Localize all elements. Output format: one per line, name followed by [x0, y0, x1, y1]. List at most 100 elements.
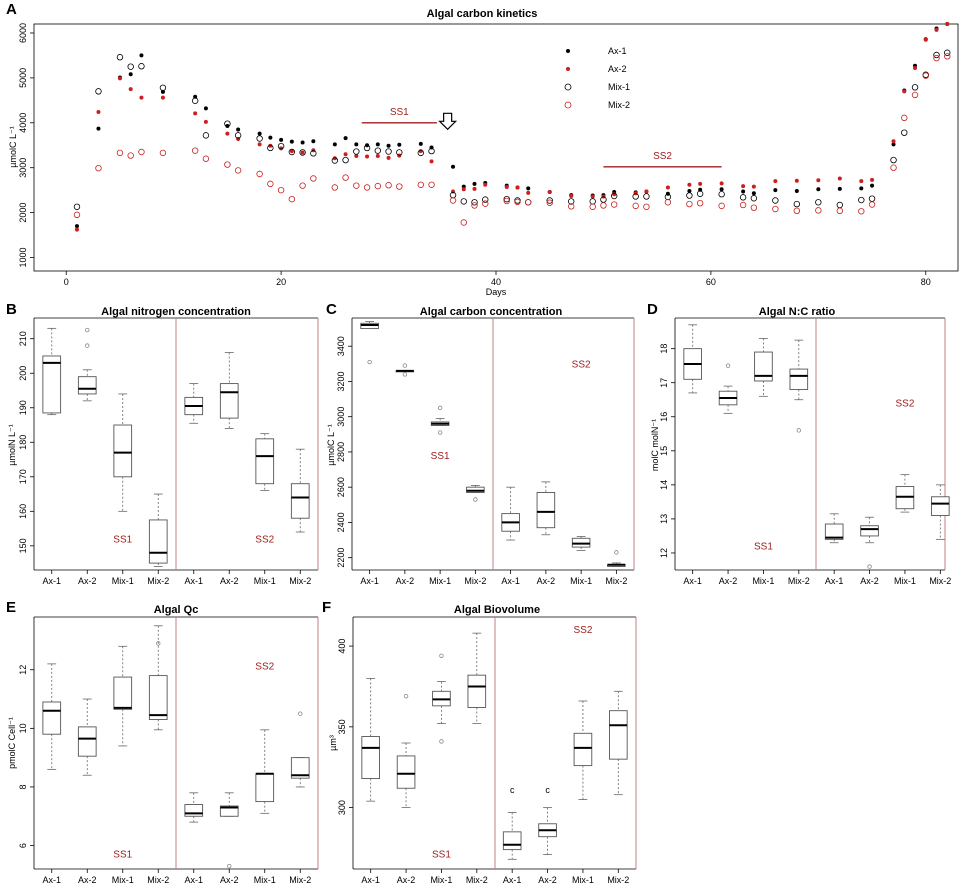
point-ax-1: [289, 139, 294, 144]
point-mix-2: [363, 184, 371, 191]
panel-a-ytick-label: 1000: [18, 248, 28, 268]
point-mix-1: [632, 193, 639, 200]
panel-c-box-ax-1: [360, 321, 379, 365]
point-ax-2: [117, 76, 122, 81]
panel-e-box-ax-1: [42, 663, 62, 770]
panel-d-xtick-label: Mix-1: [752, 576, 774, 586]
panel-letter-e: E: [6, 599, 16, 616]
panel-b-box-mix-1: [113, 393, 133, 512]
box-iqr: [502, 831, 522, 851]
point-ax-1: [794, 189, 799, 194]
panel-d-ytick-label: 18: [659, 344, 669, 354]
panel-e-box-mix-1: [113, 645, 133, 747]
point-ax-1: [687, 189, 692, 194]
box-iqr: [113, 424, 133, 478]
panel-b-box-ax-2: [219, 352, 239, 429]
panel-c-box-ax-2: [536, 481, 556, 536]
point-ax-2: [461, 187, 466, 192]
point-mix-1: [95, 88, 102, 95]
point-mix-1: [191, 97, 199, 104]
panel-a-plot-frame: [33, 23, 959, 272]
point-mix-2: [944, 53, 951, 60]
point-ax-1: [837, 186, 842, 191]
point-mix-1: [428, 147, 435, 155]
point-mix-2: [385, 182, 392, 189]
point-mix-2: [868, 201, 876, 208]
panel-a-ytick-label: 4000: [18, 113, 28, 133]
box-iqr: [573, 732, 593, 767]
box-outlier: [402, 363, 408, 368]
point-mix-1: [460, 198, 467, 205]
point-ax-1: [300, 140, 305, 145]
box-outlier: [298, 711, 303, 716]
panel-e-xtick-label: Mix-2: [289, 875, 311, 885]
panel-e-title: Algal Qc: [154, 604, 199, 616]
legend-label-mix-1: Mix-1: [608, 82, 630, 92]
point-mix-2: [600, 202, 607, 209]
panel-b-ylabel: µmolN L⁻¹: [7, 424, 17, 465]
panel-a-legend: Ax-1 Ax-2 Mix-1 Mix-2: [564, 46, 630, 110]
point-mix-2: [911, 91, 919, 99]
point-mix-1: [374, 147, 382, 154]
point-mix-1: [610, 192, 618, 200]
point-mix-2: [310, 175, 317, 182]
point-ax-2: [96, 110, 101, 115]
panel-b-box-mix-2: [148, 493, 168, 567]
point-ax-1: [225, 123, 230, 128]
point-mix-1: [127, 63, 134, 70]
panel-e: E Algal Qc pmolC Cell⁻¹ 6 8 10 12 Ax-1 Ax-2 Mi…: [6, 599, 319, 885]
panel-c-box-mix-1: [430, 405, 450, 435]
point-mix-2: [353, 182, 360, 189]
panel-c-xtick-label: Mix-2: [605, 576, 627, 586]
point-ax-1: [279, 137, 284, 142]
point-ax-2: [719, 181, 724, 186]
legend-marker-mix-2: [564, 101, 572, 109]
point-mix-2: [933, 54, 940, 62]
panel-c-xtick-label: Ax-1: [360, 576, 379, 586]
point-mix-2: [568, 203, 575, 210]
panel-d-xtick-label: Mix-2: [929, 576, 951, 586]
point-ax-2: [902, 89, 907, 94]
box-iqr: [42, 355, 62, 414]
point-mix-2: [772, 205, 779, 213]
panel-b-ss2-label: SS2: [255, 534, 274, 545]
panel-letter-a: A: [6, 1, 17, 18]
panel-b-ss1-label: SS1: [113, 534, 132, 545]
point-mix-2: [858, 208, 865, 215]
point-ax-1: [311, 139, 316, 144]
point-mix-2: [922, 72, 929, 79]
point-mix-2: [95, 164, 102, 172]
point-mix-1: [686, 192, 693, 199]
point-mix-2: [234, 167, 242, 174]
point-ax-2: [365, 154, 370, 159]
panel-c-xtick-label: Mix-1: [570, 576, 592, 586]
point-mix-1: [890, 156, 897, 164]
panel-a: A Algal carbon kinetics Days µmolC L⁻¹ 0…: [6, 1, 959, 297]
point-ax-1: [418, 141, 423, 146]
point-ax-1: [257, 131, 262, 136]
panel-d-xtick-label: Ax-2: [860, 576, 879, 586]
point-mix-1: [868, 195, 876, 202]
panel-d-title: Algal N:C ratio: [759, 306, 836, 318]
point-ax-1: [773, 188, 778, 193]
point-mix-1: [342, 156, 349, 164]
point-ax-2: [934, 27, 939, 32]
panel-f-sig-letter: c: [545, 785, 550, 795]
panel-c-box-ax-1: [501, 486, 520, 541]
panel-a-ytick-label: 5000: [18, 68, 28, 88]
point-mix-1: [138, 63, 145, 70]
point-mix-1: [385, 148, 392, 155]
panel-c-ss1-label: SS1: [431, 451, 450, 462]
panel-letter-b: B: [6, 301, 17, 318]
panel-a-ss2-label: SS2: [653, 151, 672, 162]
box-iqr: [536, 492, 556, 529]
point-ax-1: [332, 142, 337, 147]
point-mix-1: [858, 196, 865, 204]
point-ax-1: [139, 53, 144, 58]
point-mix-1: [793, 200, 801, 208]
panel-a-ss1-label: SS1: [390, 107, 409, 118]
point-mix-1: [331, 157, 339, 164]
panel-e-xtick-label: Ax-2: [220, 875, 239, 885]
panel-c-ytick-label: 3200: [336, 371, 346, 391]
